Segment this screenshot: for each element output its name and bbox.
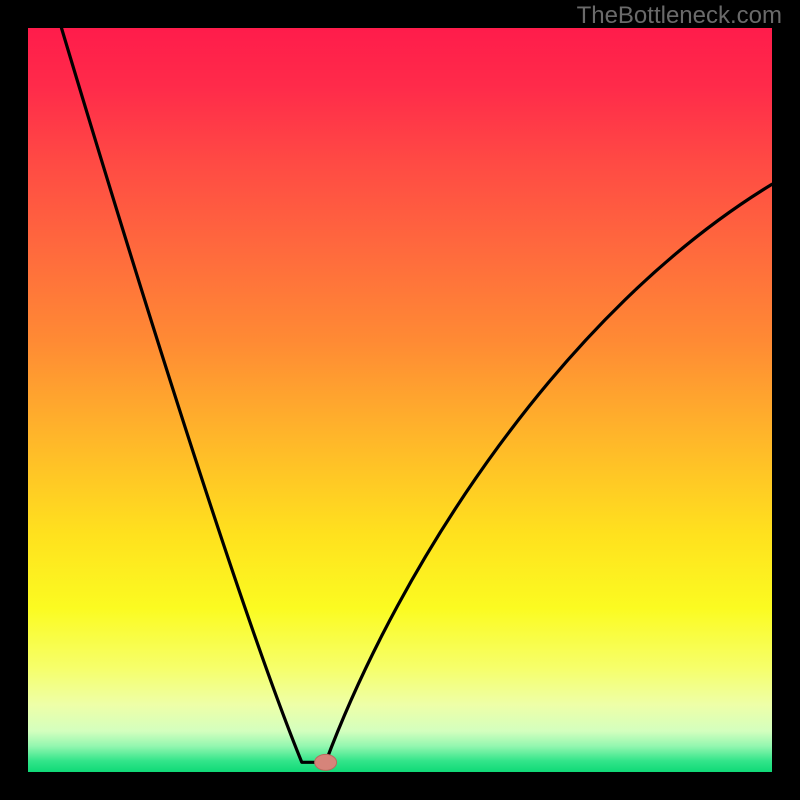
bottleneck-curve: [28, 28, 772, 772]
chart-container: TheBottleneck.com: [0, 0, 800, 800]
optimal-point-marker: [315, 754, 337, 770]
plot-area: [28, 28, 772, 772]
watermark-text: TheBottleneck.com: [577, 2, 782, 30]
